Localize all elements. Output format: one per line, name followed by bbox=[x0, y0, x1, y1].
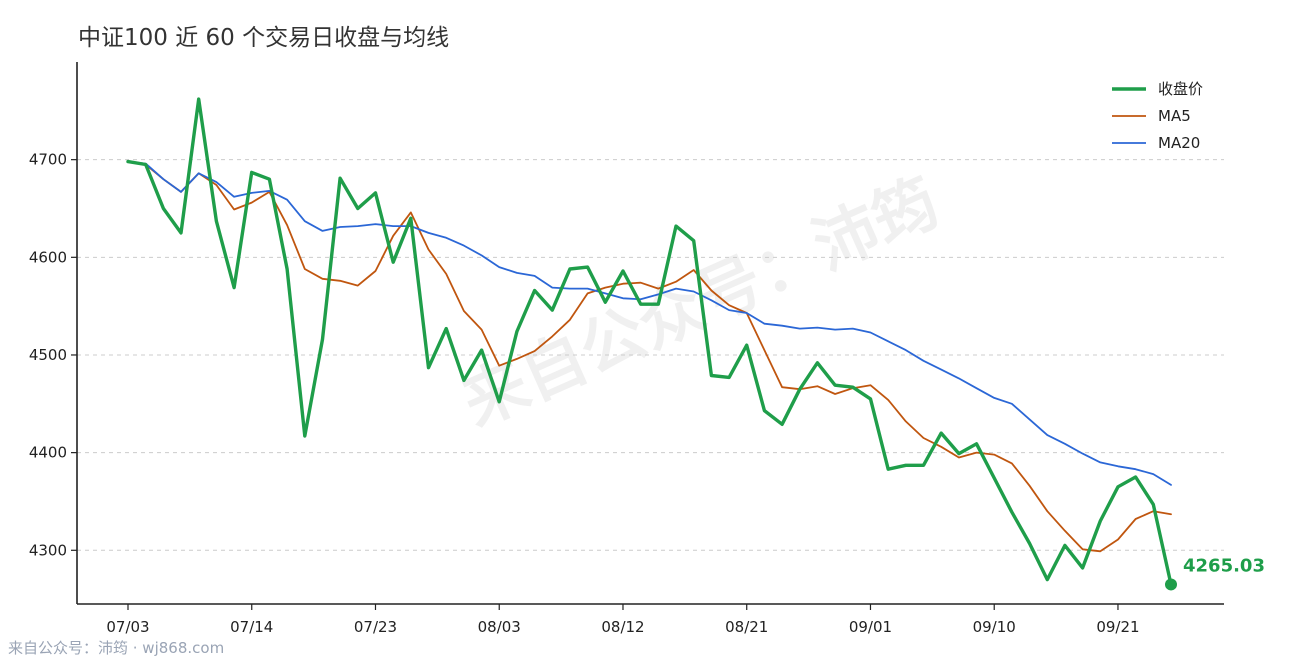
legend-label: 收盘价 bbox=[1158, 80, 1203, 98]
x-tick-label: 08/03 bbox=[478, 618, 521, 636]
x-tick-label: 07/14 bbox=[230, 618, 273, 636]
y-tick-label: 4400 bbox=[29, 444, 67, 462]
y-tick-label: 4600 bbox=[29, 248, 67, 266]
legend-label: MA5 bbox=[1158, 107, 1191, 125]
footer-source: 来自公众号：沛筠 · wj868.com bbox=[8, 639, 224, 657]
end-point-dot bbox=[1165, 578, 1177, 591]
legend-label: MA20 bbox=[1158, 134, 1200, 152]
chart-title: 中证100 近 60 个交易日收盘与均线 bbox=[78, 25, 449, 51]
end-marker: 4265.03 bbox=[1165, 555, 1265, 591]
tick-labels: 4300 4400 4500 4600 4700 07/03 07/14 07/23 08/03… bbox=[29, 151, 1140, 636]
x-tick-label: 09/10 bbox=[973, 618, 1016, 636]
end-value-label: 4265.03 bbox=[1183, 555, 1265, 576]
series-lines bbox=[126, 97, 1173, 587]
y-tick-label: 4700 bbox=[29, 151, 67, 169]
x-tick-label: 07/03 bbox=[106, 618, 149, 636]
x-tick-label: 09/21 bbox=[1096, 618, 1139, 636]
x-tick-label: 08/12 bbox=[601, 618, 644, 636]
x-tick-label: 09/01 bbox=[849, 618, 892, 636]
legend: 收盘价 MA5 MA20 bbox=[1112, 80, 1203, 152]
series-line-ma20 bbox=[127, 160, 1172, 486]
x-tick-label: 08/21 bbox=[725, 618, 768, 636]
x-tick-label: 07/23 bbox=[354, 618, 397, 636]
y-tick-label: 4500 bbox=[29, 346, 67, 364]
y-tick-label: 4300 bbox=[29, 541, 67, 559]
series-line-ma5 bbox=[127, 160, 1172, 553]
axes bbox=[76, 62, 1224, 605]
series-line-close bbox=[126, 97, 1173, 587]
